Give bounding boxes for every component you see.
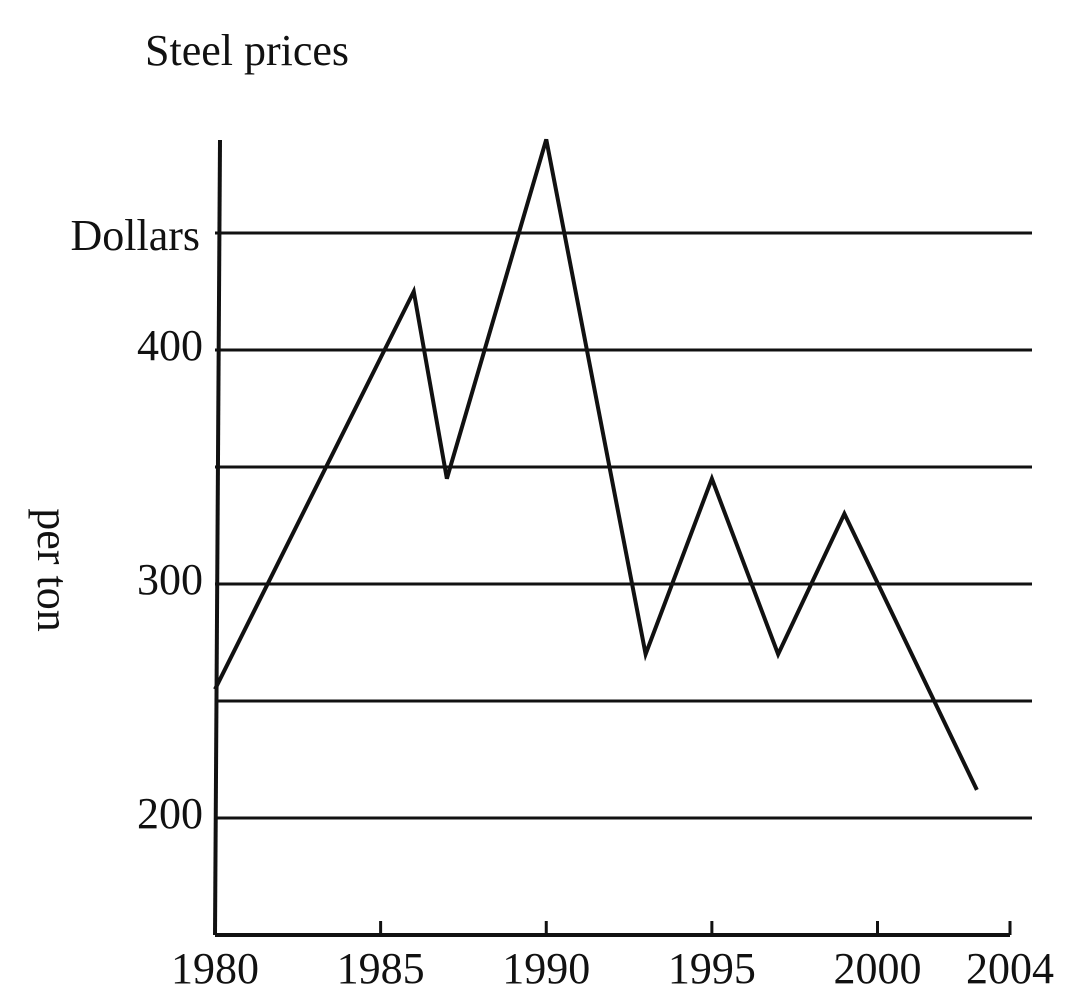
y-axis — [213, 139, 222, 936]
x-tick-label: 1985 — [337, 944, 425, 993]
chart-title: Steel prices — [145, 26, 349, 75]
y-axis-label: per ton — [28, 508, 77, 631]
y-tick-label: 300 — [137, 555, 203, 604]
x-tick-label: 2004 — [966, 944, 1054, 993]
x-tick-label: 2000 — [834, 944, 922, 993]
x-tick-label: 1990 — [502, 944, 590, 993]
y-axis-label: Dollars — [70, 211, 200, 260]
y-tick-label: 400 — [137, 321, 203, 370]
x-tick-label: 1980 — [171, 944, 259, 993]
line — [213, 138, 979, 791]
x-tick-label: 1995 — [668, 944, 756, 993]
y-tick-label: 200 — [137, 789, 203, 838]
